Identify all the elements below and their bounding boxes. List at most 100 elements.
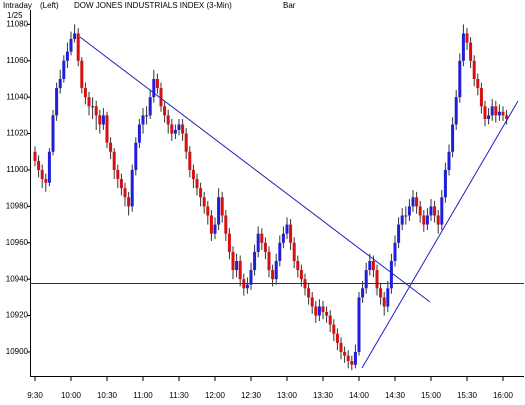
candle-body	[404, 215, 408, 217]
candle-body	[393, 242, 397, 261]
candle-body	[37, 160, 41, 170]
y-tick-label: 10960	[6, 238, 29, 247]
candle-body	[321, 306, 325, 312]
candle-body	[145, 115, 149, 117]
plot	[33, 24, 509, 371]
candle-body	[314, 306, 318, 316]
candle-body	[346, 355, 350, 362]
x-tick-label: 10:00	[61, 391, 82, 400]
candle-body	[51, 115, 55, 152]
x-tick-label: 13:30	[313, 391, 334, 400]
axis-side: (Left)	[40, 1, 59, 10]
candle-body	[119, 179, 123, 189]
candle-body	[69, 38, 73, 52]
candle-body	[181, 124, 185, 134]
candle-body	[407, 206, 411, 216]
candle-body	[91, 106, 95, 108]
candle-body	[476, 78, 480, 89]
candle-body	[353, 351, 357, 365]
candle-body	[80, 60, 84, 89]
y-tick-label: 10980	[6, 201, 29, 210]
candle-body	[62, 60, 66, 79]
candle-body	[202, 197, 206, 207]
candle-body	[447, 151, 451, 170]
candle-body	[465, 33, 469, 43]
candle-body	[296, 260, 300, 271]
candle-body	[274, 260, 278, 280]
candle-body	[195, 179, 199, 189]
candle-body	[494, 106, 498, 116]
candle-body	[134, 142, 138, 170]
candle-body	[443, 169, 447, 198]
candle-body	[501, 111, 505, 116]
candle-body	[166, 115, 170, 125]
candle-body	[249, 270, 253, 285]
y-tick-label: 10920	[6, 311, 29, 320]
candle-body	[328, 315, 332, 325]
y-tick-label: 10900	[6, 347, 29, 356]
candle-body	[101, 115, 105, 125]
candle-body	[227, 233, 231, 252]
candle-body	[368, 260, 372, 271]
candle-body	[220, 197, 224, 216]
candle-body	[440, 197, 444, 225]
candle-body	[238, 260, 242, 280]
candle-body	[400, 215, 404, 225]
candle-body	[87, 97, 91, 107]
candle-body	[386, 288, 390, 307]
candle-body	[469, 42, 473, 61]
candle-body	[472, 60, 476, 79]
candle-body	[141, 115, 145, 125]
candle-body	[123, 188, 127, 198]
candle-body	[483, 106, 487, 120]
trend-line	[361, 100, 519, 369]
chart-title: DOW JONES INDUSTRIALS INDEX (3-Min)	[74, 1, 232, 10]
candle-body	[253, 251, 257, 271]
candle-body	[451, 124, 455, 152]
x-tick-label: 11:00	[133, 391, 153, 400]
candle-body	[487, 115, 491, 120]
candle-body	[199, 188, 203, 198]
y-tick-label: 11000	[6, 165, 28, 174]
y-tick-label: 11040	[6, 92, 28, 101]
candle-body	[58, 78, 62, 89]
x-tick-label: 12:00	[205, 391, 226, 400]
candle-body	[389, 260, 393, 289]
y-tick-label: 11080	[6, 19, 28, 28]
candle-body	[422, 215, 426, 225]
candle-body	[213, 224, 217, 234]
y-tick-label: 11020	[6, 129, 28, 138]
date-label: 1/25	[7, 11, 23, 20]
candle-body	[411, 197, 415, 207]
candle-body	[235, 260, 239, 271]
candle-body	[357, 297, 361, 352]
candle-body	[350, 361, 354, 365]
candle-body	[429, 206, 433, 216]
candle-body	[335, 333, 339, 343]
candle-body	[76, 33, 80, 61]
candle-body	[436, 215, 440, 225]
candle-body	[299, 270, 303, 280]
candle-body	[271, 270, 275, 280]
candle-body	[112, 151, 116, 170]
candle-body	[505, 115, 509, 120]
candle-body	[458, 60, 462, 98]
candle-body	[184, 133, 188, 152]
candle-body	[33, 151, 37, 161]
x-tick-label: 15:00	[421, 391, 442, 400]
candle-body	[317, 306, 321, 316]
candle-body	[343, 351, 347, 356]
y-tick-label: 10940	[6, 274, 29, 283]
candle-body	[191, 169, 195, 180]
candle-body	[361, 288, 365, 298]
candle-body	[461, 33, 465, 61]
candle-body	[65, 51, 69, 61]
x-tick-label: 10:30	[97, 391, 118, 400]
candle-body	[127, 197, 131, 207]
candle-body	[173, 129, 177, 134]
candle-body	[217, 197, 221, 225]
candle-body	[267, 251, 271, 271]
candle-body	[371, 260, 375, 271]
candle-body	[433, 206, 437, 216]
